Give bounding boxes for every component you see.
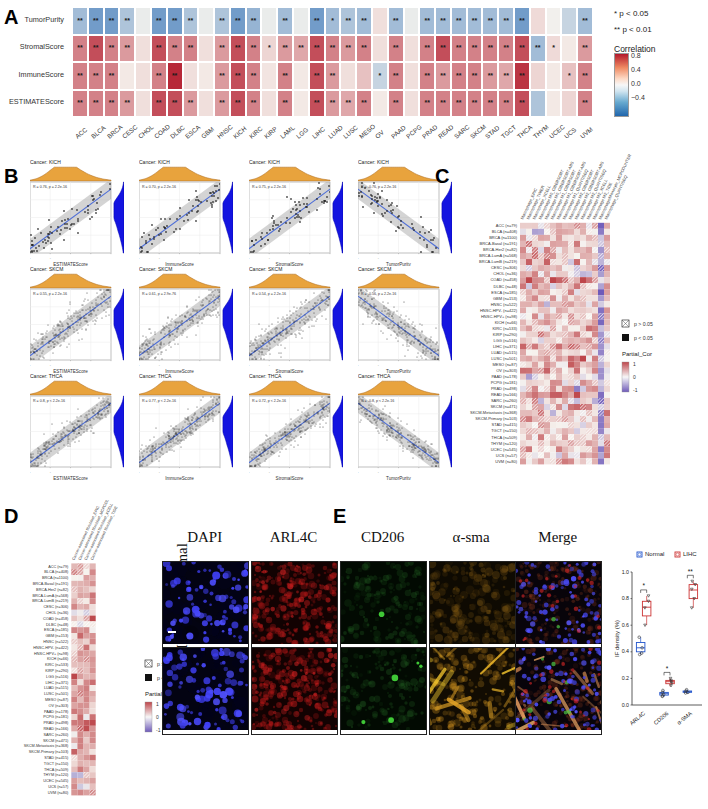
svg-text:*: * <box>642 582 645 589</box>
svg-text:ARL4C: ARL4C <box>629 710 647 726</box>
svg-text:α-SMA: α-SMA <box>676 710 693 726</box>
svg-text:0.6: 0.6 <box>622 622 629 628</box>
svg-text:1.0: 1.0 <box>622 569 629 575</box>
svg-text:*: * <box>666 665 669 672</box>
svg-text:0.0: 0.0 <box>622 702 629 708</box>
svg-text:IF density (%): IF density (%) <box>614 620 620 657</box>
svg-text:CD206: CD206 <box>652 710 669 726</box>
svg-text:Normal: Normal <box>645 551 664 557</box>
svg-text:0.2: 0.2 <box>622 675 629 681</box>
svg-text:LIHC: LIHC <box>683 551 697 557</box>
svg-text:0.8: 0.8 <box>622 595 629 601</box>
svg-text:0.4: 0.4 <box>622 648 629 654</box>
svg-text:**: ** <box>688 568 694 575</box>
